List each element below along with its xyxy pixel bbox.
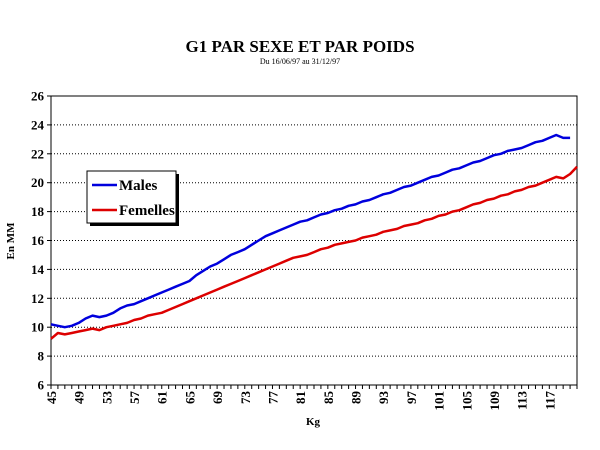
x-tick-label-117: 117 bbox=[542, 391, 557, 410]
legend-label-males: Males bbox=[119, 178, 157, 194]
legend-shadow bbox=[176, 174, 179, 226]
y-tick-label-22: 22 bbox=[31, 146, 44, 161]
x-tick-label-101: 101 bbox=[432, 391, 447, 411]
x-tick-label-45: 45 bbox=[44, 391, 59, 405]
series-line-femelles bbox=[50, 165, 578, 340]
y-tick-label-18: 18 bbox=[31, 204, 45, 219]
y-tick-label-14: 14 bbox=[31, 262, 45, 277]
x-axis-label: Kg bbox=[306, 416, 321, 428]
x-tick-label-73: 73 bbox=[238, 391, 253, 405]
legend: Males Femelles bbox=[86, 170, 179, 226]
y-tick-label-24: 24 bbox=[31, 117, 45, 132]
x-tick-label-93: 93 bbox=[376, 391, 391, 405]
x-axis-ticks: 45 49 53 57 61 65 69 73 77 81 85 89 93 97 101 105 109 113… bbox=[44, 385, 578, 411]
y-tick-label-12: 12 bbox=[31, 291, 44, 306]
x-tick-label-113: 113 bbox=[515, 391, 530, 410]
x-tick-label-81: 81 bbox=[293, 391, 308, 404]
chart-subtitle: Du 16/06/97 au 31/12/97 bbox=[260, 57, 340, 66]
x-tick-label-65: 65 bbox=[182, 391, 197, 405]
y-axis-ticks: 6 8 10 12 14 16 18 20 22 24 26 bbox=[31, 89, 51, 393]
x-tick-label-69: 69 bbox=[210, 391, 225, 405]
y-tick-label-8: 8 bbox=[38, 349, 45, 364]
y-tick-label-10: 10 bbox=[31, 320, 44, 335]
y-tick-label-16: 16 bbox=[31, 233, 45, 248]
x-tick-label-57: 57 bbox=[127, 391, 142, 405]
x-tick-label-61: 61 bbox=[155, 391, 170, 404]
x-tick-label-105: 105 bbox=[459, 391, 474, 411]
y-tick-label-26: 26 bbox=[31, 89, 45, 104]
y-tick-label-6: 6 bbox=[38, 378, 45, 393]
y-tick-label-20: 20 bbox=[31, 175, 44, 190]
x-tick-label-53: 53 bbox=[99, 391, 114, 405]
x-tick-label-77: 77 bbox=[265, 391, 280, 405]
legend-label-femelles: Femelles bbox=[119, 203, 175, 219]
legend-shadow-bottom bbox=[90, 223, 179, 226]
x-tick-label-97: 97 bbox=[404, 391, 419, 405]
legend-box bbox=[86, 170, 177, 224]
x-tick-label-89: 89 bbox=[349, 391, 364, 405]
chart-title: G1 PAR SEXE ET PAR POIDS bbox=[185, 37, 414, 56]
x-tick-label-109: 109 bbox=[487, 391, 502, 411]
series-line-males bbox=[50, 133, 571, 329]
y-axis-label: En MM bbox=[5, 222, 17, 260]
series-lines bbox=[50, 133, 578, 340]
x-tick-label-49: 49 bbox=[72, 391, 87, 405]
x-tick-label-85: 85 bbox=[321, 391, 336, 405]
